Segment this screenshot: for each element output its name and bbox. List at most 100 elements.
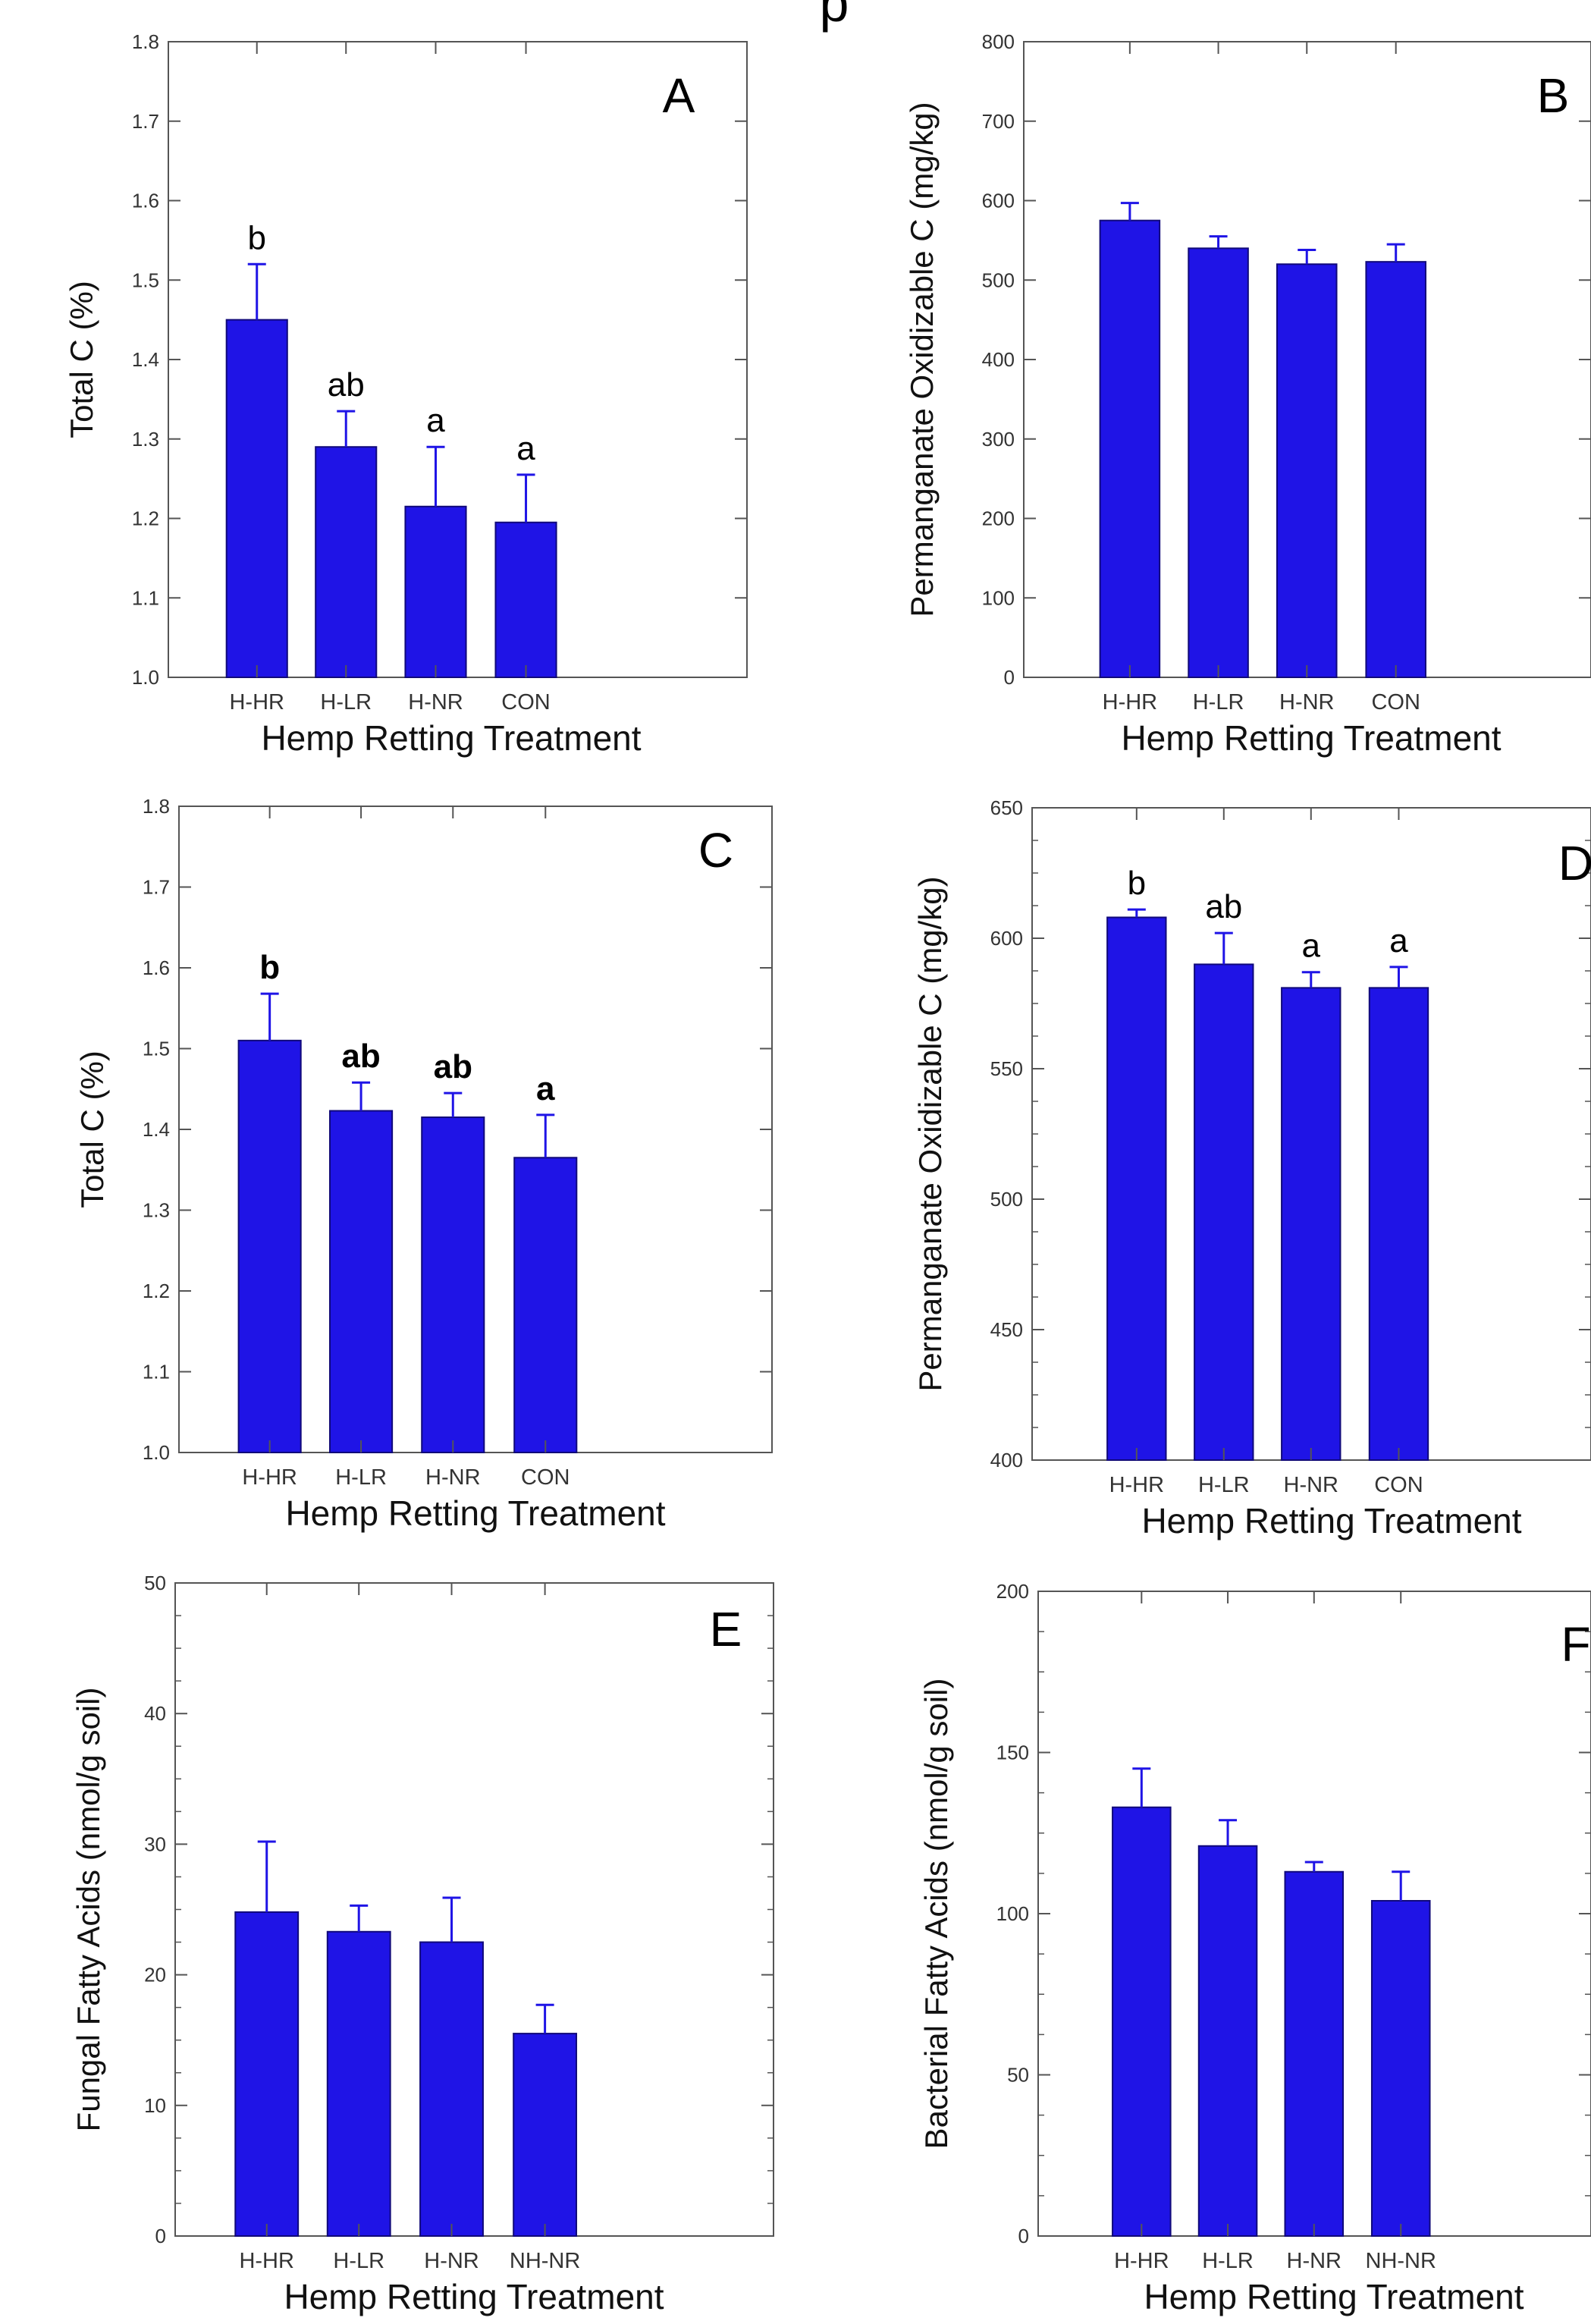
y-tick-label: 500 xyxy=(990,1188,1023,1211)
category-label: H-HR xyxy=(242,1465,297,1490)
bar-h-lr xyxy=(1188,247,1249,679)
y-tick-label: 700 xyxy=(982,110,1015,133)
bar-con xyxy=(1365,261,1426,679)
y-axis-title: Permanganate Oxidizable C (mg/kg) xyxy=(904,102,940,617)
y-tick-label: 400 xyxy=(982,348,1015,371)
y-tick-label: 1.5 xyxy=(132,269,159,291)
bar-h-lr xyxy=(315,446,378,678)
category-label: H-LR xyxy=(1202,2249,1254,2273)
y-axis-title: Total C (%) xyxy=(64,281,99,438)
bar-h-hr xyxy=(1106,916,1167,1461)
x-axis-title: Hemp Retting Treatment xyxy=(261,718,641,758)
y-tick-label: 1.6 xyxy=(132,190,159,212)
y-tick-label: 1.0 xyxy=(132,666,159,689)
bar-con xyxy=(513,1157,578,1454)
y-tick-label: 0 xyxy=(155,2225,166,2247)
category-label: CON xyxy=(501,690,550,714)
y-tick-label: 1.4 xyxy=(143,1118,170,1141)
significance-letter: a xyxy=(516,430,535,467)
y-axis-title: Total C (%) xyxy=(74,1051,110,1208)
y-tick-label: 200 xyxy=(982,507,1015,530)
category-label: H-LR xyxy=(1193,690,1244,714)
y-axis-title: Permanganate Oxidizable C (mg/kg) xyxy=(912,876,948,1391)
category-label: H-NR xyxy=(408,690,463,714)
category-label: H-NR xyxy=(425,1465,481,1490)
x-axis-title: Hemp Retting Treatment xyxy=(1121,718,1501,758)
category-label: H-LR xyxy=(320,690,372,714)
significance-letter: b xyxy=(1128,865,1146,902)
y-tick-label: 30 xyxy=(144,1833,166,1855)
y-tick-label: 650 xyxy=(990,796,1023,819)
y-tick-label: 450 xyxy=(990,1318,1023,1341)
significance-letter: ab xyxy=(434,1048,472,1085)
bar-h-nr xyxy=(1281,987,1342,1461)
category-label: CON xyxy=(521,1465,570,1490)
panel-letter: C xyxy=(698,823,733,878)
bar-con xyxy=(1368,987,1429,1461)
panel-letter: F xyxy=(1561,1617,1590,1672)
significance-letter: a xyxy=(426,402,445,439)
y-tick-label: 1.2 xyxy=(132,507,159,530)
panel-letter: D xyxy=(1558,836,1591,890)
x-axis-title: Hemp Retting Treatment xyxy=(1144,2277,1524,2316)
significance-letter: a xyxy=(1389,922,1408,959)
y-tick-label: 500 xyxy=(982,269,1015,291)
bar-h-nr xyxy=(419,1941,484,2238)
bar-h-lr xyxy=(1197,1845,1258,2237)
significance-letter: ab xyxy=(1205,888,1242,925)
bar-con xyxy=(494,521,557,678)
bar-nh-nr xyxy=(1370,1900,1431,2237)
chart-panel-c: 1.0 1.1 1.2 1.3 1.4 1.5 1.6 1.7 1.8 H-HR b H-LR ab H-… xyxy=(74,795,773,1533)
chart-panels: 1.01.11.21.31.41.51.61.71.8H-HRbH-LRabH-… xyxy=(64,30,1591,2316)
significance-letter: a xyxy=(1302,928,1321,965)
category-label: NH-NR xyxy=(1366,2249,1436,2273)
bar-nh-nr xyxy=(513,2033,578,2238)
y-tick-label: 20 xyxy=(144,1964,166,1986)
bar-h-hr xyxy=(237,1039,302,1453)
y-tick-label: 600 xyxy=(982,190,1015,212)
y-tick-label: 100 xyxy=(982,586,1015,609)
y-tick-label: 1.0 xyxy=(143,1441,170,1464)
category-label: H-HR xyxy=(1103,690,1158,714)
cropped-title-fragment: p xyxy=(820,0,849,33)
y-tick-label: 1.8 xyxy=(143,795,170,818)
y-tick-label: 550 xyxy=(990,1057,1023,1080)
category-label: CON xyxy=(1371,690,1420,714)
chart-panel-a: 1.0 1.1 1.2 1.3 1.4 1.5 1.6 1.7 1.8 H-HR b H-LR ab H-… xyxy=(64,30,748,758)
category-label: H-NR xyxy=(1279,690,1335,714)
bar-h-hr xyxy=(225,319,288,678)
y-tick-label: 50 xyxy=(144,1572,166,1594)
category-label: H-LR xyxy=(333,2249,384,2273)
y-tick-label: 10 xyxy=(144,2094,166,2117)
bar-h-hr xyxy=(1099,219,1161,678)
y-tick-label: 400 xyxy=(990,1449,1023,1471)
x-axis-title: Hemp Retting Treatment xyxy=(1141,1501,1521,1540)
chart-panel-f: 0 50 100 150 200 H-HR H-LR H-NR NH-NR Hemp Rettin… xyxy=(918,1580,1591,2316)
significance-letter: ab xyxy=(328,366,365,404)
y-tick-label: 150 xyxy=(996,1741,1029,1764)
significance-letter: b xyxy=(247,219,265,256)
y-tick-label: 1.3 xyxy=(132,428,159,451)
y-tick-label: 1.6 xyxy=(143,956,170,979)
y-tick-label: 1.2 xyxy=(143,1280,170,1302)
category-label: H-HR xyxy=(1114,2249,1169,2273)
category-label: H-HR xyxy=(229,690,284,714)
category-label: H-NR xyxy=(1287,2249,1342,2273)
x-axis-title: Hemp Retting Treatment xyxy=(285,1493,665,1533)
bar-h-hr xyxy=(1112,1806,1172,2237)
bar-h-nr xyxy=(421,1116,485,1454)
panel-letter: E xyxy=(710,1602,742,1657)
panel-letter: B xyxy=(1537,68,1570,123)
y-tick-label: 0 xyxy=(1004,666,1015,689)
y-tick-label: 100 xyxy=(996,1902,1029,1925)
category-label: H-LR xyxy=(1198,1473,1250,1497)
y-tick-label: 1.7 xyxy=(132,110,159,133)
bar-h-lr xyxy=(326,1930,391,2237)
y-axis-title: Fungal Fatty Acids (nmol/g soil) xyxy=(71,1688,106,2132)
y-axis-title: Bacterial Fatty Acids (nmol/g soil) xyxy=(918,1679,954,2150)
y-tick-label: 600 xyxy=(990,927,1023,950)
bar-h-hr xyxy=(234,1911,300,2238)
y-tick-label: 50 xyxy=(1007,2064,1029,2087)
y-tick-label: 800 xyxy=(982,30,1015,53)
